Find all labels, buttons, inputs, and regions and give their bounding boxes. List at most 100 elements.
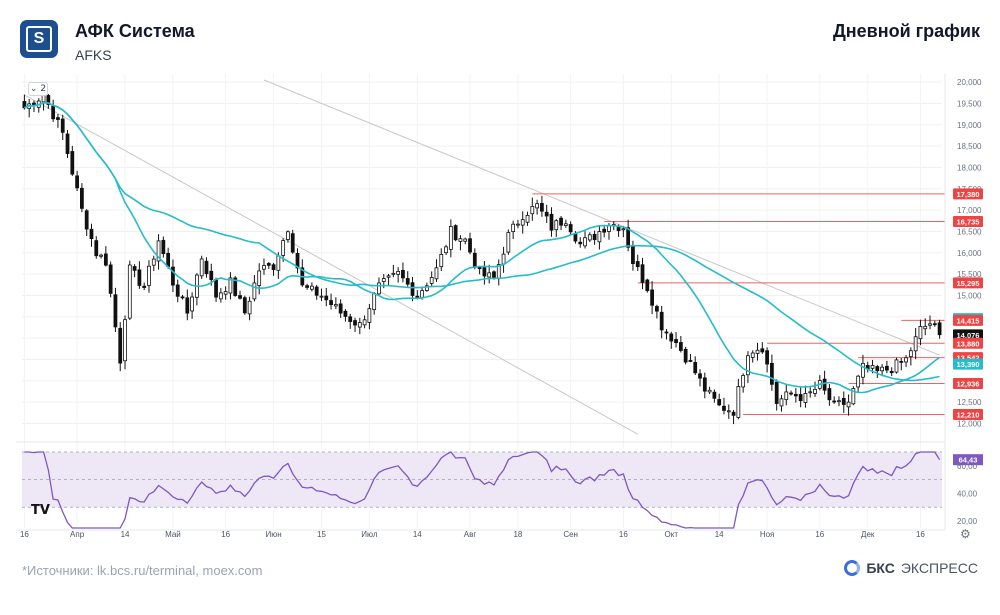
x-tick-label: 16 (916, 530, 925, 539)
candle (151, 255, 156, 271)
candle-body (353, 320, 357, 326)
candle (741, 373, 746, 393)
candle-body (482, 267, 487, 277)
x-tick-label: Май (165, 530, 181, 539)
candle-body (908, 350, 913, 358)
y-tick-label: 12,500 (957, 398, 982, 407)
candle-body (396, 270, 401, 275)
candle (65, 130, 70, 159)
candle-body (147, 265, 151, 286)
candle (664, 329, 669, 340)
candle (113, 287, 118, 332)
candle (880, 364, 884, 377)
price-chart[interactable]: 20,00019,50019,00018,50018,00017,50017,0… (0, 70, 1000, 550)
x-tick-label: Апр (70, 530, 85, 539)
price-label: 13,390 (953, 358, 983, 370)
x-tick-label: Сен (563, 530, 578, 539)
candle (305, 283, 309, 290)
candle-body (837, 400, 841, 403)
price-label: 17,380 (953, 188, 983, 200)
candle (386, 273, 391, 286)
candle-body (84, 210, 89, 230)
candle (266, 262, 271, 269)
candle (147, 260, 151, 293)
ma-fast-line (24, 101, 941, 394)
candle (295, 248, 300, 274)
trend-line (24, 94, 638, 435)
candle-body (22, 101, 27, 109)
candle (353, 317, 357, 332)
candle (554, 219, 559, 238)
candle-body (266, 263, 271, 266)
candle (501, 246, 506, 273)
candle (885, 360, 889, 374)
candle (233, 275, 238, 297)
candle (832, 396, 837, 404)
candle (372, 292, 377, 315)
candle-body (343, 310, 348, 317)
candle-body (329, 300, 333, 306)
price-label-text: 14,415 (957, 316, 980, 325)
candle (861, 354, 865, 385)
candle (214, 277, 218, 302)
candle-body (731, 411, 736, 416)
candle (674, 332, 678, 348)
candle-body (530, 206, 535, 215)
candle (238, 290, 242, 300)
collapse-indicators-button[interactable]: ⌄ 2 (28, 82, 48, 96)
bks-mark-icon (844, 560, 861, 576)
company-name: АФК Система (75, 21, 195, 41)
rsi-value-label: 64,43 (959, 456, 978, 465)
candle-body (51, 105, 56, 120)
candle-body (348, 316, 353, 322)
candle-body (583, 237, 587, 247)
candle-body (60, 118, 65, 133)
candle-body (813, 388, 817, 394)
candle-body (587, 234, 592, 241)
candle-body (391, 272, 396, 275)
candle-body (472, 252, 477, 268)
candle (70, 145, 75, 177)
candle-body (401, 270, 405, 279)
price-label-bg (953, 378, 983, 390)
candle-body (789, 392, 793, 395)
candle (89, 223, 94, 247)
x-tick-label: Июн (265, 530, 281, 539)
candle-body (214, 279, 218, 298)
candle-body (870, 365, 875, 369)
candle-body (741, 375, 746, 388)
y-tick-label: 16,500 (957, 227, 982, 236)
candle-body (372, 293, 377, 311)
candle-body (894, 359, 899, 373)
candle (817, 375, 822, 391)
candle-body (468, 238, 472, 253)
candle (314, 284, 319, 300)
candle-body (319, 295, 324, 298)
candle-body (314, 286, 319, 296)
candle (185, 289, 190, 321)
x-tick-label: 14 (413, 530, 422, 539)
candle-body (142, 285, 147, 288)
candle-body (487, 272, 492, 278)
candle-body (463, 238, 468, 242)
candle (228, 272, 233, 300)
candle-body (822, 378, 827, 391)
price-label: 12,210 (953, 409, 983, 421)
candle-body (875, 366, 880, 372)
candle (841, 391, 846, 413)
rsi-line (24, 451, 941, 529)
candle (784, 384, 789, 406)
candle-body (362, 319, 367, 326)
gear-icon[interactable]: ⚙ (960, 527, 971, 541)
candle-body (156, 240, 161, 262)
candle-body (707, 389, 712, 393)
candle (650, 281, 654, 315)
candle (506, 229, 511, 255)
candle (319, 288, 324, 302)
candle-body (180, 296, 185, 299)
candle-body (549, 213, 554, 231)
candle (655, 304, 659, 319)
price-label: 13,880 (953, 337, 983, 349)
trend-line (263, 79, 940, 356)
candle-body (559, 217, 563, 226)
